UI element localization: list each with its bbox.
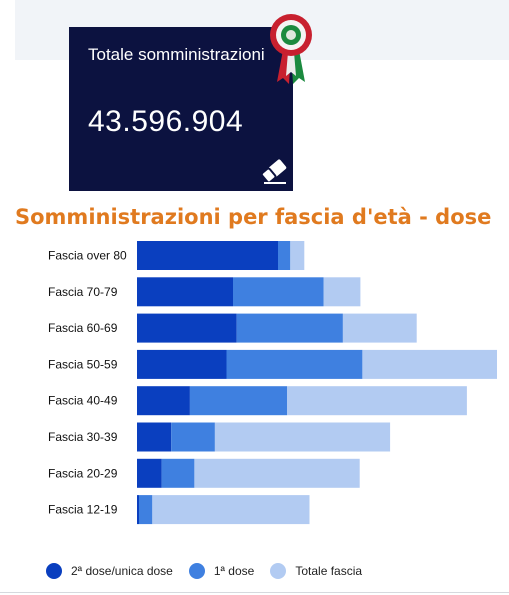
bar-segment-series-2[interactable] [323, 277, 361, 307]
bar-segment-series-0[interactable] [137, 495, 139, 525]
bar-segment-series-2[interactable] [214, 422, 391, 452]
bottom-divider [0, 592, 509, 593]
legend-swatch-second-dose [46, 563, 62, 579]
category-label: Fascia 60-69 [48, 321, 118, 335]
legend-swatch-total-band [270, 563, 287, 579]
legend-swatch-first-dose [188, 563, 205, 579]
bar-segment-series-2[interactable] [290, 241, 305, 270]
category-label: Fascia 30-39 [48, 430, 118, 444]
legend-item-second-dose[interactable]: 2ª dose/unica dose [46, 563, 173, 579]
bar-segment-series-1[interactable] [278, 241, 291, 270]
total-administrations-label: Totale somministrazioni [88, 45, 265, 64]
bar-segment-series-1[interactable] [189, 386, 288, 416]
chart-legend: 2ª dose/unica dose 1ª dose Totale fascia [46, 562, 378, 580]
bar-segment-series-1[interactable] [233, 277, 324, 307]
category-label: Fascia 20-29 [48, 466, 118, 480]
total-administrations-card: Totale somministrazioni 43.596.904 [69, 27, 293, 191]
chart-title: Somministrazioni per fascia d'età - dose [15, 205, 492, 229]
total-administrations-value: 43.596.904 [88, 105, 244, 138]
legend-item-total-band[interactable]: Totale fascia [270, 563, 362, 579]
bar-segment-series-2[interactable] [152, 495, 310, 525]
bar-segment-series-1[interactable] [139, 495, 153, 525]
bar-segment-series-2[interactable] [362, 349, 497, 379]
legend-label-first-dose: 1ª dose [213, 564, 255, 578]
bar-segment-series-1[interactable] [161, 458, 195, 488]
bar-segment-series-2[interactable] [287, 386, 467, 416]
bar-segment-series-0[interactable] [137, 458, 162, 488]
legend-item-first-dose[interactable]: 1ª dose [188, 563, 255, 579]
bar-segment-series-0[interactable] [137, 349, 227, 379]
bar-segment-series-0[interactable] [137, 422, 172, 452]
bar-segment-series-1[interactable] [226, 349, 363, 379]
bar-segment-series-0[interactable] [137, 277, 233, 307]
legend-label-second-dose: 2ª dose/unica dose [71, 564, 173, 578]
bar-segment-series-1[interactable] [171, 422, 215, 452]
bar-segment-series-0[interactable] [137, 386, 190, 416]
eraser-icon[interactable] [258, 156, 290, 186]
bar-segment-series-1[interactable] [236, 313, 343, 343]
category-label: Fascia 40-49 [48, 394, 118, 408]
bar-segment-series-2[interactable] [194, 458, 360, 488]
bar-segment-series-2[interactable] [342, 313, 417, 343]
category-label: Fascia 50-59 [48, 357, 118, 371]
bar-segment-series-0[interactable] [137, 241, 278, 270]
category-label: Fascia 12-19 [48, 503, 118, 517]
bar-segment-series-0[interactable] [137, 313, 237, 343]
legend-label-total-band: Totale fascia [295, 564, 363, 578]
category-label: Fascia 70-79 [48, 285, 118, 299]
italian-cockade-icon [270, 14, 312, 84]
category-label: Fascia over 80 [48, 249, 127, 263]
